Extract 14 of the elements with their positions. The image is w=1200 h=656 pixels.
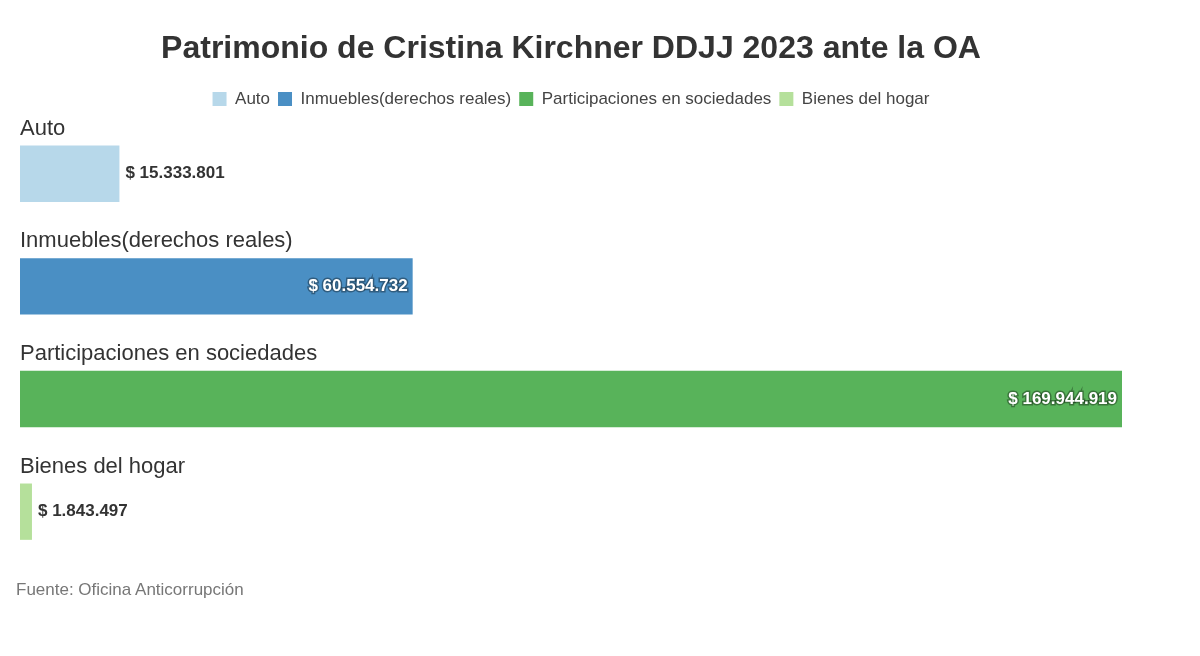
- legend-label: Auto: [235, 88, 271, 108]
- legend-label: Participaciones en sociedades: [541, 88, 772, 108]
- legend-label: Inmuebles(derechos reales): [300, 88, 512, 108]
- y-tick-label: Participaciones en sociedades: [20, 339, 318, 365]
- source-note: Fuente: Oficina Anticorrupción: [16, 580, 245, 600]
- y-tick-label: Bienes del hogar: [20, 452, 186, 478]
- data-label: $ 1.843.497: [37, 501, 128, 521]
- data-label: $ 60.554.732: [308, 276, 408, 296]
- data-label: $ 169.944.919: [1008, 388, 1117, 408]
- y-tick-label: Inmuebles(derechos reales): [20, 227, 293, 253]
- chart-title: Patrimonio de Cristina Kirchner DDJJ 2023 ante la OA: [161, 29, 981, 66]
- data-label: $ 15.333.801: [125, 163, 225, 183]
- y-tick-label: Auto: [20, 114, 66, 140]
- legend-label: Bienes del hogar: [801, 88, 930, 108]
